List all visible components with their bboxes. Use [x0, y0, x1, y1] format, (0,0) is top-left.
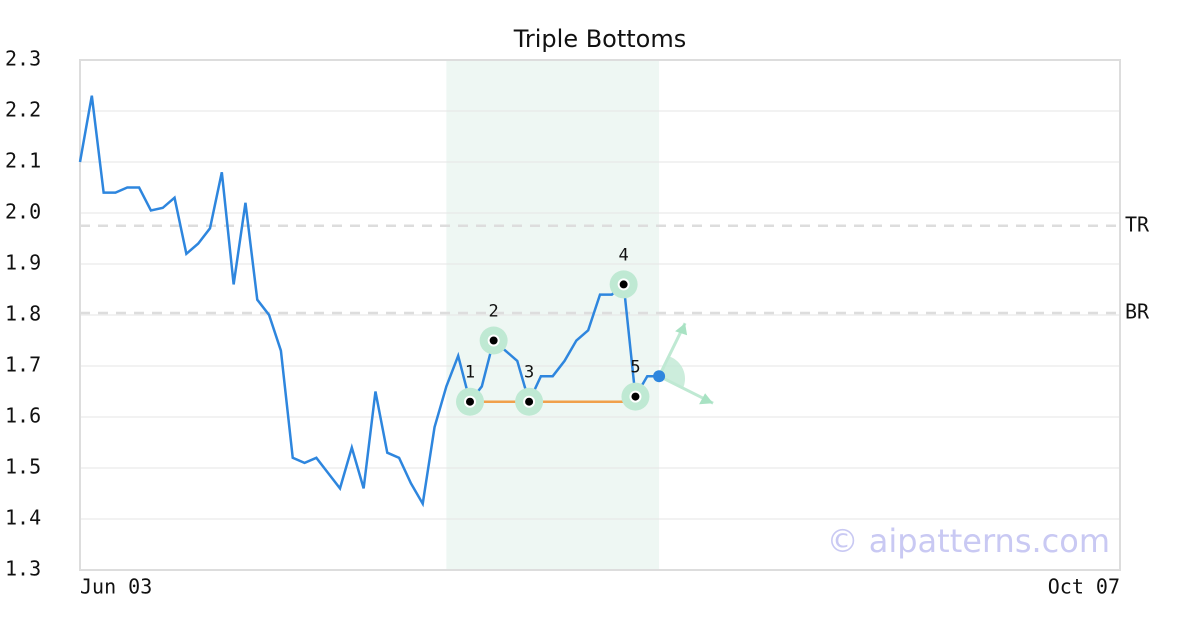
arrow-head: [699, 393, 714, 405]
y-tick-label: 2.1: [5, 149, 41, 173]
plot-border: [79, 59, 1121, 571]
pattern-label: 1: [465, 363, 475, 383]
pattern-label: 2: [489, 302, 499, 322]
price-line: [78, 95, 660, 508]
arrow-head: [675, 323, 688, 336]
y-tick-label: 2.3: [5, 47, 41, 71]
last-point: [653, 370, 666, 383]
y-tick-label: 1.7: [5, 353, 41, 377]
level-label: TR: [1125, 212, 1150, 236]
y-tick-label: 2.0: [5, 200, 41, 224]
pattern-label: 5: [630, 358, 640, 378]
pattern-point: [629, 390, 642, 403]
y-tick-label: 1.9: [5, 251, 41, 275]
watermark: © aipatterns.com: [827, 522, 1110, 560]
pattern-label: 4: [619, 245, 629, 265]
y-tick-label: 1.4: [5, 506, 41, 530]
x-tick-label: Jun 03: [80, 575, 152, 599]
pattern-label: 3: [524, 363, 534, 383]
pattern-point: [523, 395, 536, 408]
y-tick-label: 1.6: [5, 404, 41, 428]
y-tick-label: 2.2: [5, 98, 41, 122]
y-tick-label: 1.5: [5, 455, 41, 479]
pattern-point: [617, 278, 630, 291]
y-tick-label: 1.3: [5, 557, 41, 581]
level-label: BR: [1125, 299, 1150, 323]
y-tick-label: 1.8: [5, 302, 41, 326]
pattern-point: [464, 395, 476, 408]
pattern-point: [487, 334, 500, 347]
chart-title: Triple Bottoms: [513, 25, 687, 53]
x-tick-label: Oct 07: [1048, 575, 1120, 599]
